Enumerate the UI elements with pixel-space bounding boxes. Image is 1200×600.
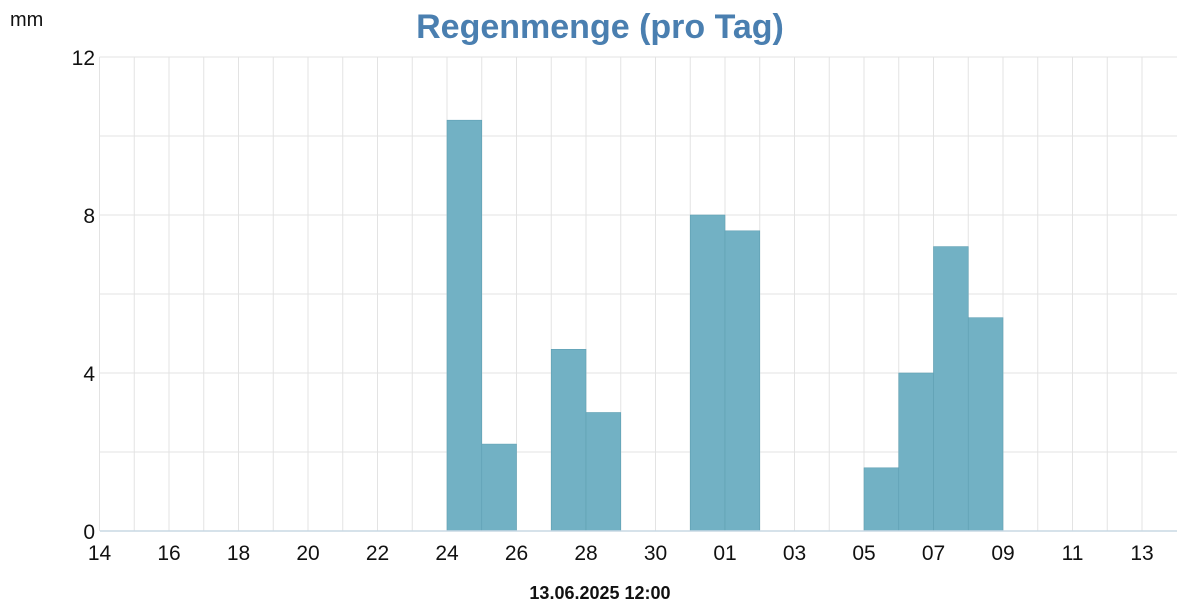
x-tick-label: 26: [505, 542, 528, 565]
y-tick-label: 12: [72, 47, 95, 70]
x-tick-label: 07: [922, 542, 945, 565]
bar-28: [585, 412, 622, 532]
y-tick-label: 0: [83, 521, 95, 544]
bar-25: [481, 443, 517, 532]
bars: [446, 119, 1004, 532]
y-tick-label: 8: [83, 205, 95, 228]
bar-07: [898, 372, 934, 532]
bar-02: [724, 230, 761, 532]
x-tick-label: 18: [227, 542, 250, 565]
x-tick-label: 14: [88, 542, 112, 565]
y-tick-labels: 0 4 8 12: [72, 47, 96, 544]
x-tick-label: 16: [157, 542, 180, 565]
x-tick-label: 20: [296, 542, 319, 565]
bar-08: [933, 246, 969, 532]
x-tick-label: 11: [1062, 542, 1084, 565]
x-tick-label: 22: [366, 542, 389, 565]
bar-06: [863, 467, 900, 532]
x-tick-label: 13: [1130, 542, 1153, 565]
timestamp-label: 13.06.2025 12:00: [529, 583, 670, 600]
y-axis-unit: mm: [10, 9, 43, 31]
bar-09: [967, 317, 1004, 532]
bar-24: [446, 119, 483, 532]
x-tick-label: 05: [852, 542, 875, 565]
x-tick-label: 28: [574, 542, 597, 565]
bar-27: [550, 348, 587, 532]
x-tick-labels: 14 16 18 20 22 24 26 28 30 01 03 05 07 09 11 13: [88, 542, 1154, 565]
bar-01: [689, 214, 726, 532]
chart-title: Regenmenge (pro Tag): [416, 8, 784, 46]
y-tick-label: 4: [83, 363, 95, 386]
x-tick-label: 30: [644, 542, 667, 565]
x-tick-label: 09: [991, 542, 1014, 565]
x-tick-label: 24: [435, 542, 459, 565]
grid-lines: [99, 56, 1177, 531]
x-tick-label: 03: [783, 542, 806, 565]
x-tick-label: 01: [713, 542, 736, 565]
